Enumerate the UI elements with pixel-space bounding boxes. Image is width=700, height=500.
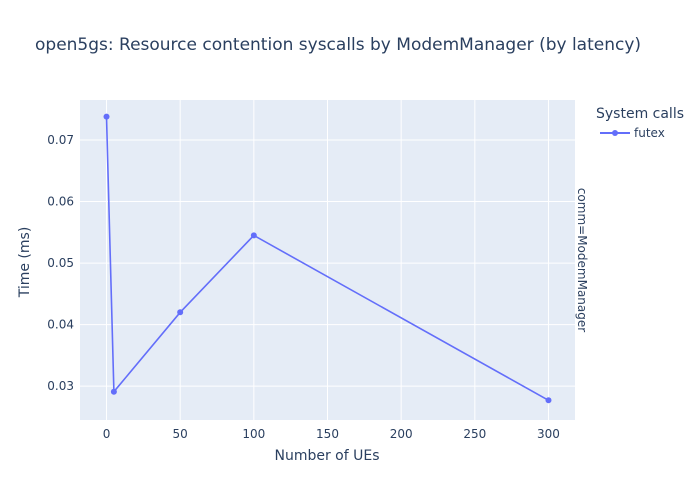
y-tick-label: 0.05 [47,256,74,270]
x-tick-label: 0 [103,427,111,441]
facet-label: comm=ModemManager [575,188,589,332]
x-tick-label: 250 [463,427,486,441]
data-point[interactable] [103,113,110,120]
y-tick-label: 0.06 [47,195,74,209]
y-tick-label: 0.07 [47,133,74,147]
x-axis-title: Number of UEs [274,448,379,464]
data-point[interactable] [250,232,257,239]
legend[interactable]: System calls futex [596,106,684,140]
x-tick-label: 100 [242,427,265,441]
y-tick-label: 0.04 [47,318,74,332]
y-tick-label: 0.03 [47,379,74,393]
x-tick-label: 50 [173,427,188,441]
data-point[interactable] [110,388,117,395]
chart-title: open5gs: Resource contention syscalls by… [35,35,641,55]
y-axis-ticks: 0.03 0.04 0.05 0.06 0.07 [47,133,74,393]
legend-label-futex: futex [634,126,665,140]
legend-title: System calls [596,106,684,122]
gridlines [80,100,575,420]
x-axis-ticks: 0 50 100 150 200 250 300 [103,427,560,441]
legend-item-futex[interactable]: futex [600,126,665,140]
x-tick-label: 300 [537,427,560,441]
x-tick-label: 200 [390,427,413,441]
data-point[interactable] [177,309,184,316]
legend-marker-futex [612,130,618,136]
x-tick-label: 150 [316,427,339,441]
series-layer [103,113,552,404]
data-point[interactable] [545,397,552,404]
y-axis-title: Time (ms) [17,227,33,299]
